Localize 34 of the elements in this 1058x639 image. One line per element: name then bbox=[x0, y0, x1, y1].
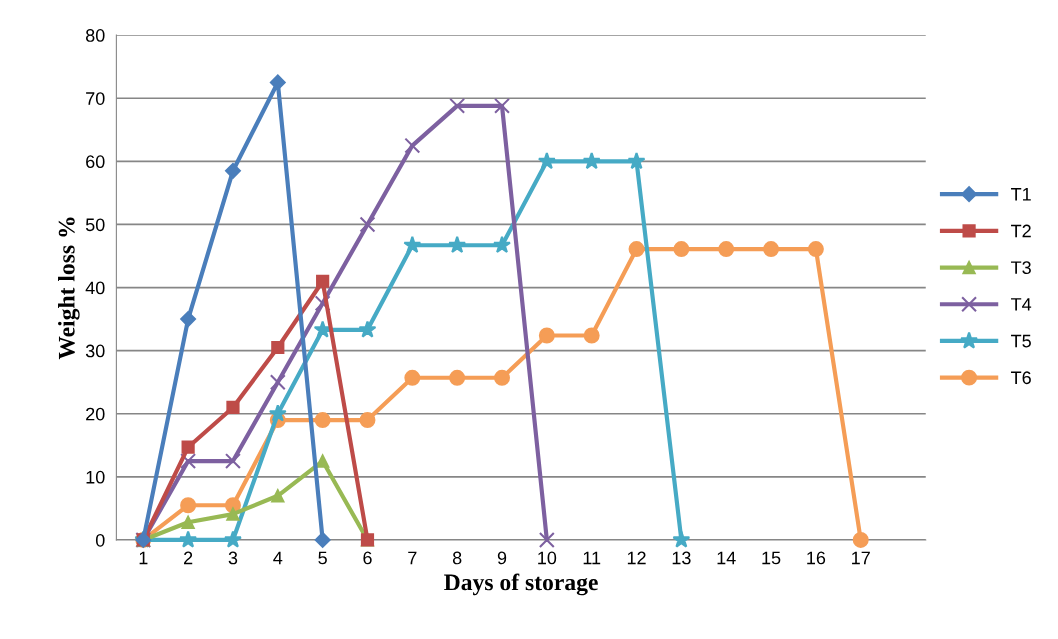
y-tick-label: 80 bbox=[85, 29, 105, 42]
y-tick-label: 70 bbox=[86, 92, 105, 105]
x-axis-title: Days of storage bbox=[444, 573, 598, 596]
y-tick-label: 20 bbox=[86, 407, 105, 421]
x-tick-label: 12 bbox=[627, 551, 646, 565]
legend-label: T3 bbox=[1011, 261, 1031, 275]
x-tick-label: 10 bbox=[538, 551, 557, 565]
y-tick-label: 60 bbox=[86, 155, 105, 169]
x-tick-label: 17 bbox=[852, 551, 870, 565]
x-tick-label: 6 bbox=[363, 551, 372, 565]
y-tick-label: 50 bbox=[85, 218, 105, 232]
x-tick-label: 3 bbox=[228, 551, 238, 565]
x-tick-label: 11 bbox=[583, 551, 601, 565]
legend-label: T1 bbox=[1011, 188, 1031, 201]
x-tick-label: 16 bbox=[807, 551, 826, 565]
x-tick-label: 2 bbox=[184, 551, 193, 565]
x-tick-label: 9 bbox=[497, 551, 507, 565]
x-tick-label: 8 bbox=[452, 551, 462, 565]
x-tick-label: 4 bbox=[273, 551, 283, 565]
legend-label: T2 bbox=[1011, 224, 1031, 238]
x-tick-label: 1 bbox=[139, 551, 148, 565]
x-tick-label: 14 bbox=[717, 551, 736, 565]
legend-label: T4 bbox=[1011, 298, 1032, 311]
x-tick-label: 15 bbox=[762, 551, 781, 565]
y-tick-label: 40 bbox=[85, 281, 105, 295]
legend-label: T6 bbox=[1011, 371, 1031, 385]
x-tick-label: 13 bbox=[672, 551, 691, 565]
y-tick-label: 10 bbox=[86, 470, 105, 484]
y-tick-label: 30 bbox=[85, 344, 105, 358]
legend-label: T5 bbox=[1011, 334, 1031, 348]
y-axis-title: Weight loss % bbox=[58, 217, 80, 360]
y-tick-label: 0 bbox=[95, 533, 105, 547]
x-tick-label: 5 bbox=[318, 551, 327, 565]
x-tick-label: 7 bbox=[408, 551, 417, 565]
